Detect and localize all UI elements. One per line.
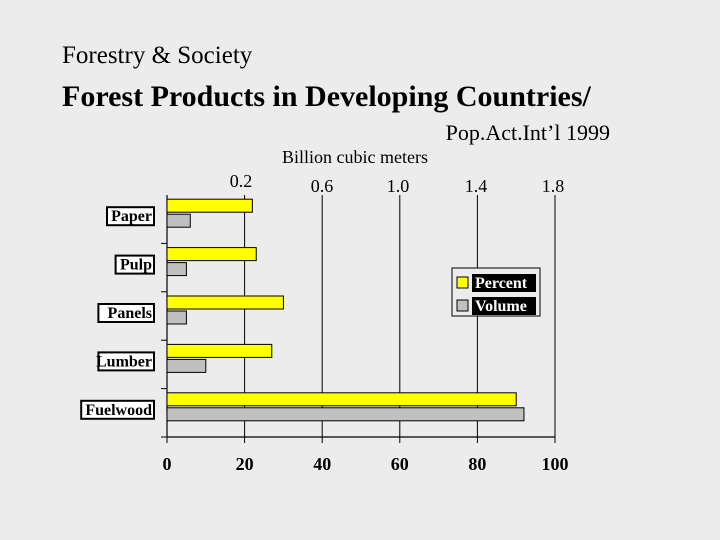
top-axis-label: Billion cubic meters [282, 147, 428, 167]
category-label: Lumber [96, 353, 152, 370]
x-tick-label: 0 [163, 454, 172, 474]
chart-subtitle: Forestry & Society [62, 42, 253, 69]
category-label: Pulp [120, 257, 152, 274]
category-label: Panels [108, 305, 152, 322]
bar-volume [166, 262, 187, 277]
chart-title: Forest Products in Developing Countries/ [62, 80, 591, 113]
top-axis-tick-label: 1.0 [387, 176, 410, 196]
legend-label-bg [472, 297, 536, 315]
category-label-bg [99, 353, 153, 370]
x-tick-label: 100 [542, 454, 569, 474]
source-citation: Pop.Act.Int’l 1999 [445, 120, 610, 145]
bar-volume [166, 358, 207, 373]
legend-label-bg [472, 274, 536, 292]
x-tick-label: 40 [313, 454, 331, 474]
top-axis-tick-label: 0.2 [230, 171, 253, 191]
category-label-bg [116, 256, 153, 273]
top-axis-tick-label: 0.6 [311, 176, 334, 196]
bar-volume [166, 310, 187, 325]
legend-label: Percent [475, 275, 528, 292]
category-label-bg [108, 208, 153, 225]
category-label: Paper [111, 208, 152, 225]
x-tick-label: 80 [468, 454, 486, 474]
legend-swatch [456, 299, 469, 312]
category-label-bg [82, 401, 153, 418]
bar-volume [166, 407, 525, 422]
legend-label: Volume [475, 298, 527, 315]
category-label: Fuelwood [85, 402, 152, 419]
bar-percent [166, 392, 517, 407]
x-tick-label: 20 [236, 454, 254, 474]
x-tick-label: 60 [391, 454, 409, 474]
bar-volume [166, 213, 191, 228]
top-axis-tick-label: 1.4 [465, 176, 488, 196]
bar-percent [166, 247, 257, 262]
top-axis-tick-label: 1.8 [542, 176, 565, 196]
bar-percent [166, 295, 284, 310]
category-label-bg [99, 305, 153, 321]
legend-swatch [456, 276, 469, 289]
bar-percent [166, 198, 253, 213]
bar-percent [166, 343, 273, 358]
